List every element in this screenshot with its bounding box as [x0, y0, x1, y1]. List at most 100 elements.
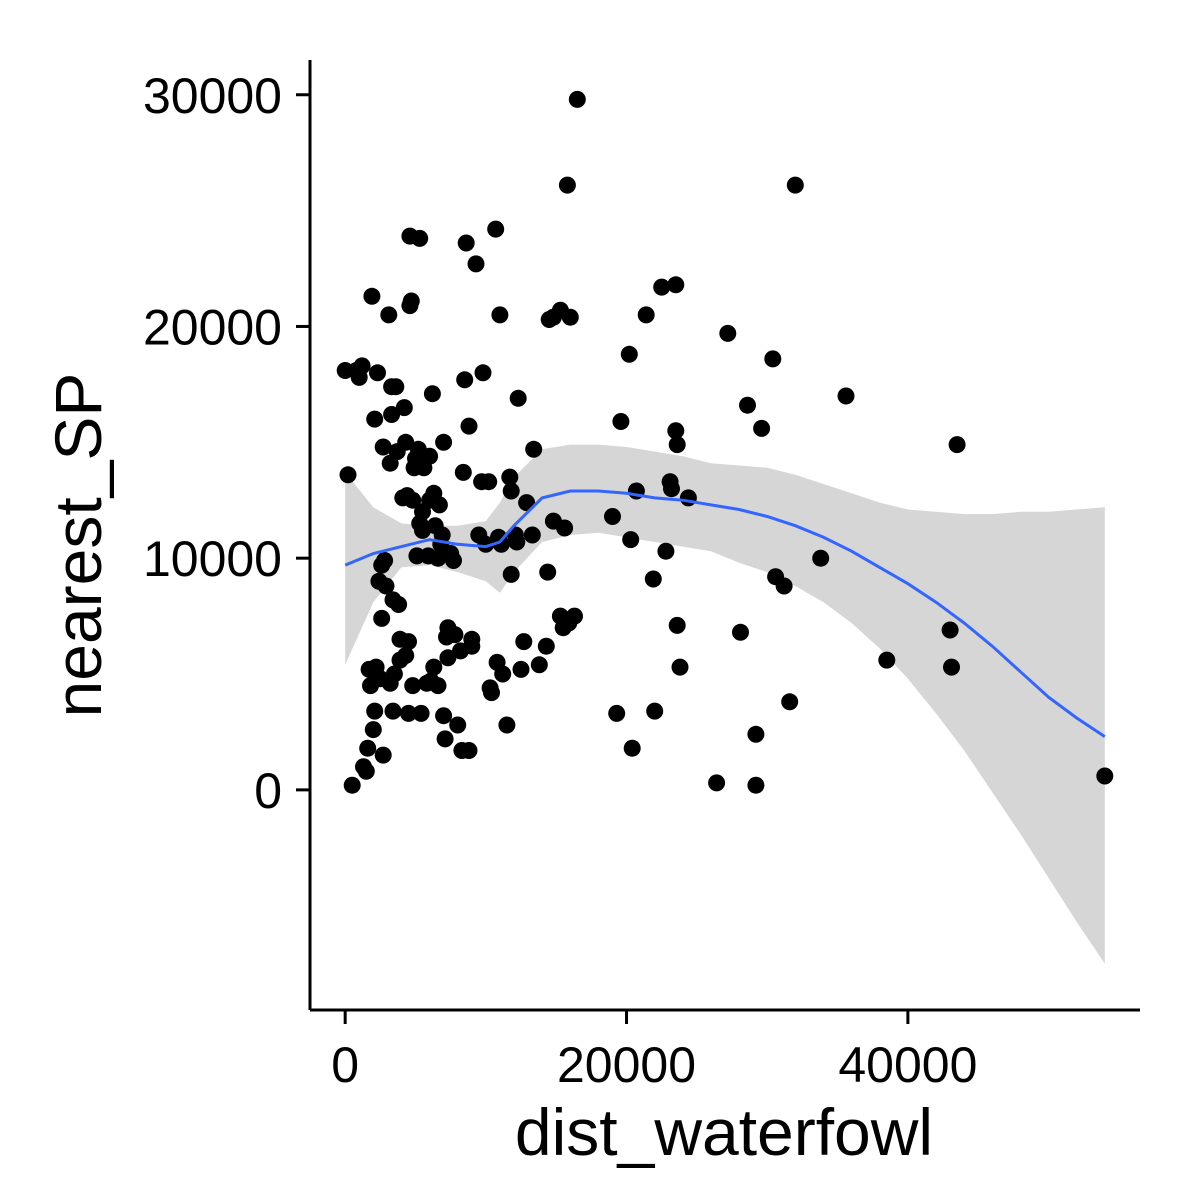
data-point [747, 776, 765, 794]
data-point [941, 621, 959, 639]
data-point [423, 385, 441, 403]
data-point [357, 762, 375, 780]
data-point [446, 626, 464, 644]
data-point [502, 482, 520, 500]
data-point [390, 596, 408, 613]
data-point [369, 364, 386, 382]
data-point [525, 440, 543, 458]
data-point [492, 535, 510, 553]
data-point [483, 684, 500, 702]
data-point [387, 378, 405, 396]
data-point [397, 433, 415, 451]
data-point [366, 702, 384, 720]
data-point [400, 704, 417, 722]
data-point [512, 660, 530, 678]
x-axis-title: dist_waterfowl [515, 1095, 933, 1169]
data-point [487, 220, 505, 238]
data-point [657, 542, 675, 560]
data-point [764, 350, 782, 368]
data-point [377, 577, 395, 595]
data-point [339, 466, 357, 484]
data-point [366, 410, 384, 428]
data-point [775, 577, 793, 595]
data-point [467, 255, 485, 273]
data-point [359, 739, 377, 757]
data-point [508, 533, 526, 551]
data-point [430, 496, 448, 514]
y-tick-label: 10000 [143, 531, 282, 587]
data-point [781, 693, 799, 711]
data-point [837, 387, 855, 405]
data-point [501, 468, 519, 486]
data-point [747, 725, 765, 743]
data-point [412, 704, 430, 722]
data-point [644, 570, 662, 588]
data-point [556, 519, 574, 537]
data-point [786, 176, 804, 194]
data-point [383, 406, 401, 423]
data-point [435, 707, 453, 725]
data-point [435, 433, 453, 451]
data-point [494, 665, 512, 683]
data-point [449, 716, 467, 734]
x-tick-label: 40000 [838, 1037, 977, 1093]
data-point [509, 389, 527, 407]
x-tick-label: 0 [331, 1037, 359, 1093]
data-point [502, 565, 520, 583]
y-tick-label: 20000 [143, 299, 282, 355]
data-point [460, 742, 478, 759]
data-point [433, 526, 451, 544]
axes-layer: 0 20000 40000 0 10000 20000 30000 [143, 60, 1140, 1093]
data-point [732, 623, 749, 641]
data-point [878, 651, 896, 669]
smooth-line [344, 489, 1106, 738]
data-point [739, 396, 756, 414]
data-point [568, 90, 586, 108]
y-axis-title: nearest_SP [41, 373, 115, 718]
data-point [411, 229, 429, 247]
data-point [566, 607, 583, 625]
data-point [608, 704, 626, 722]
data-point [653, 278, 671, 296]
data-point [436, 730, 454, 748]
data-point [384, 702, 402, 720]
data-point [518, 494, 536, 512]
data-point [948, 436, 966, 454]
data-point [668, 436, 686, 454]
data-point [539, 563, 557, 581]
data-point [679, 489, 697, 507]
data-point [491, 306, 509, 324]
data-point [498, 716, 516, 734]
x-tick-label: 20000 [557, 1037, 696, 1093]
data-point [668, 616, 686, 634]
data-point [376, 552, 394, 569]
y-tick-label: 0 [254, 763, 282, 819]
data-point [429, 677, 447, 695]
confidence-ribbon-layer [345, 444, 1105, 964]
data-point [397, 647, 415, 664]
data-point [374, 746, 392, 764]
data-point [523, 526, 541, 544]
data-point [402, 292, 420, 310]
data-point [667, 276, 685, 294]
data-point [663, 480, 680, 498]
data-point [380, 306, 398, 324]
points-layer [336, 90, 1114, 794]
data-point [622, 531, 640, 549]
data-point [400, 633, 417, 651]
data-point [457, 234, 475, 252]
data-point [425, 658, 443, 676]
confidence-ribbon [345, 444, 1105, 964]
data-point [404, 677, 422, 695]
data-point [620, 345, 638, 363]
data-point [477, 535, 495, 553]
data-point [708, 774, 726, 792]
data-point [604, 508, 621, 525]
data-point [363, 287, 381, 305]
data-point [445, 552, 462, 569]
data-point [612, 413, 630, 430]
data-point [353, 357, 371, 375]
data-point [812, 549, 830, 567]
data-point [364, 721, 382, 739]
